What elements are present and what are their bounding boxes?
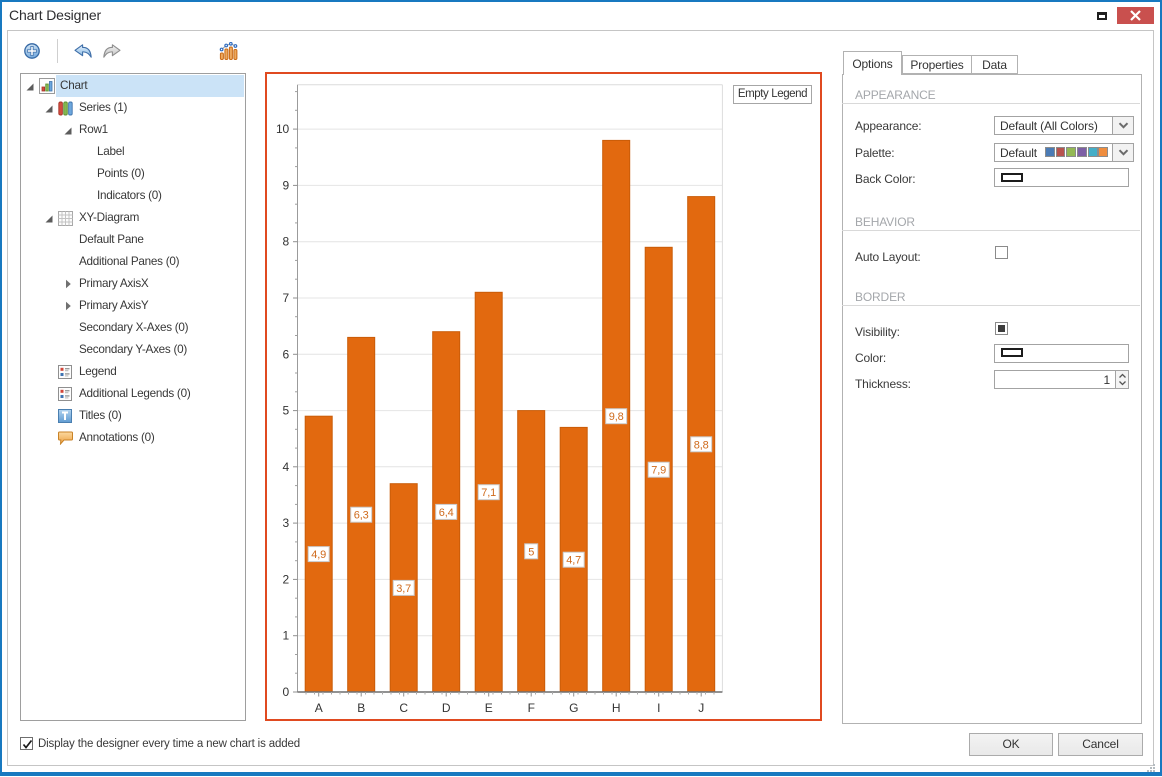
svg-text:7: 7 xyxy=(282,291,289,305)
svg-text:3,7: 3,7 xyxy=(396,583,411,595)
svg-text:8,8: 8,8 xyxy=(694,439,709,451)
svg-text:C: C xyxy=(399,701,408,715)
svg-text:7,9: 7,9 xyxy=(651,465,666,477)
svg-text:1: 1 xyxy=(282,629,289,643)
svg-text:E: E xyxy=(485,701,493,715)
svg-text:2: 2 xyxy=(282,572,289,586)
svg-text:5: 5 xyxy=(282,404,289,418)
svg-text:I: I xyxy=(657,701,660,715)
svg-text:0: 0 xyxy=(282,685,289,699)
svg-text:D: D xyxy=(442,701,451,715)
svg-text:4,9: 4,9 xyxy=(311,549,326,561)
svg-text:9: 9 xyxy=(282,178,289,192)
svg-text:G: G xyxy=(569,701,578,715)
svg-text:4,7: 4,7 xyxy=(566,555,581,567)
svg-text:4: 4 xyxy=(282,460,289,474)
svg-text:10: 10 xyxy=(276,122,290,136)
svg-text:J: J xyxy=(698,701,704,715)
svg-text:F: F xyxy=(528,701,535,715)
svg-text:6,4: 6,4 xyxy=(439,507,454,519)
svg-text:6: 6 xyxy=(282,347,289,361)
svg-text:7,1: 7,1 xyxy=(481,487,496,499)
svg-text:H: H xyxy=(612,701,621,715)
svg-text:5: 5 xyxy=(528,546,534,558)
svg-text:8: 8 xyxy=(282,235,289,249)
svg-text:9,8: 9,8 xyxy=(609,411,624,423)
svg-text:A: A xyxy=(315,701,323,715)
svg-text:6,3: 6,3 xyxy=(354,510,369,522)
svg-text:B: B xyxy=(357,701,365,715)
svg-text:3: 3 xyxy=(282,516,289,530)
